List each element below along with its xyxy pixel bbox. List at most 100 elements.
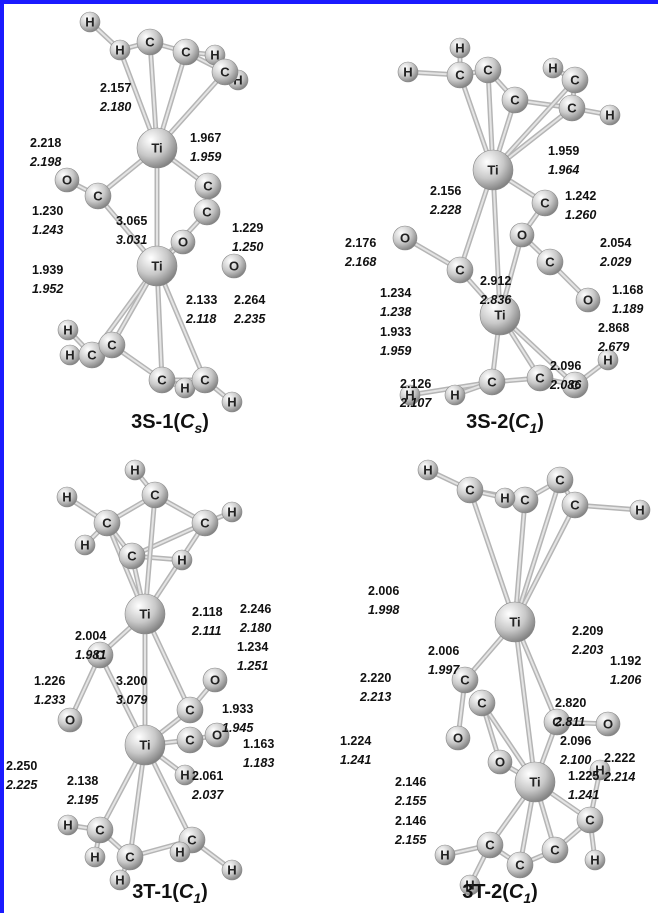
caption-close: ) [202, 411, 209, 433]
bond-length-alt: 2.100 [559, 753, 591, 767]
atom-label: C [540, 195, 550, 210]
caption-close: ) [201, 881, 208, 903]
bond-length-alt: 1.952 [32, 282, 63, 296]
atom-label: C [550, 842, 560, 857]
atom-label: C [460, 672, 470, 687]
bond-length-alt: 2.111 [191, 624, 221, 638]
atom-label: H [80, 537, 89, 552]
bond-length: 1.959 [548, 144, 579, 158]
bond-length: 3.200 [116, 674, 147, 688]
bond-length: 2.061 [192, 769, 223, 783]
caption: 3S-2(C1) [466, 411, 544, 436]
atom-label: H [90, 849, 99, 864]
bond-length-alt: 2.118 [185, 312, 216, 326]
bond-length-alt: 2.203 [571, 643, 603, 657]
atom-label: C [465, 482, 475, 497]
atom-label: C [102, 515, 112, 530]
atom-label: Ti [529, 774, 540, 789]
caption-subscript: s [194, 420, 202, 436]
atom-label: C [185, 702, 195, 717]
atom-label: O [178, 234, 188, 249]
caption-symmetry: C [179, 881, 194, 903]
atom-label: C [455, 262, 465, 277]
atom-label: Ti [494, 307, 505, 322]
atom-label: C [127, 548, 137, 563]
bond-length-alt: 1.233 [34, 693, 65, 707]
bond-length: 2.126 [400, 377, 431, 391]
atom-label: C [535, 370, 545, 385]
atom-label: C [202, 204, 212, 219]
atom-label: C [570, 497, 580, 512]
atom-label: C [483, 62, 493, 77]
atom-label: H [63, 322, 72, 337]
atom-label: C [187, 832, 197, 847]
atom-label: C [545, 254, 555, 269]
structure-panel: HHCHCCHCHTiCOCOTiCOHHCHCCHHH2.1182.1112.… [5, 460, 274, 906]
atom-label: C [515, 857, 525, 872]
bond-length-alt: 3.031 [116, 233, 147, 247]
atom-label: O [495, 754, 505, 769]
atom-label: C [200, 372, 210, 387]
atom-label: H [177, 552, 186, 567]
bond-length: 1.192 [610, 654, 641, 668]
caption-name: 3T-1( [132, 881, 179, 903]
atom-label: H [227, 862, 236, 877]
atom-label: O [517, 227, 527, 242]
bond-length: 2.146 [395, 775, 426, 789]
bond-length: 2.156 [430, 184, 461, 198]
bond-length: 2.006 [368, 584, 399, 598]
bond-length: 2.118 [192, 605, 223, 619]
bond-length: 2.220 [360, 671, 391, 685]
bond-length-alt: 2.213 [359, 690, 391, 704]
bond-length-alt: 1.964 [548, 163, 579, 177]
atom-label: C [95, 822, 105, 837]
bond-length: 2.218 [30, 136, 61, 150]
atom-label: O [62, 172, 72, 187]
bond-length-alt: 2.811 [554, 715, 585, 729]
bond-length: 1.163 [243, 737, 274, 751]
bond-length: 1.939 [32, 263, 63, 277]
atom-label: O [583, 292, 593, 307]
atom-label: C [145, 34, 155, 49]
atom-label: O [453, 730, 463, 745]
caption-symmetry: C [509, 881, 524, 903]
bond-length-alt: 2.086 [549, 378, 582, 392]
atom-label: C [220, 64, 230, 79]
atom-label: H [62, 489, 71, 504]
bond-length-alt: 1.183 [243, 756, 274, 770]
atom-label: Ti [487, 162, 498, 177]
bond-length-alt: 2.225 [5, 778, 38, 792]
bond-length-alt: 1.260 [565, 208, 596, 222]
bond-length: 2.222 [604, 751, 635, 765]
atom-label: C [487, 374, 497, 389]
bond-length-alt: 2.168 [344, 255, 376, 269]
bond-length-alt: 2.228 [429, 203, 461, 217]
atom-label: C [567, 100, 577, 115]
bond-length-alt: 2.155 [394, 833, 427, 847]
caption-subscript: 1 [529, 420, 537, 436]
caption-name: 3T-2( [462, 881, 509, 903]
bond-length: 1.229 [232, 221, 263, 235]
bond-length: 2.157 [100, 81, 131, 95]
atom-label: H [180, 767, 189, 782]
bond-length-alt: 1.243 [32, 223, 63, 237]
atom-label: H [548, 60, 557, 75]
bond-length: 1.234 [380, 286, 411, 300]
atom-label: C [570, 72, 580, 87]
caption-close: ) [531, 881, 538, 903]
atom-label: Ti [509, 614, 520, 629]
caption-subscript: 1 [523, 890, 531, 906]
atom-label: O [400, 230, 410, 245]
atom-label: C [125, 849, 135, 864]
atom-label: C [555, 472, 565, 487]
figure: HHCCHHCTiOCCCOOTiHHCCCHHC2.1572.1802.218… [0, 0, 658, 913]
bond-length: 1.933 [222, 702, 253, 716]
caption-name: 3S-2( [466, 411, 515, 433]
bond-length: 2.246 [240, 602, 271, 616]
atom-label: H [63, 817, 72, 832]
bond-length-alt: 2.214 [603, 770, 635, 784]
atom-label: Ti [139, 737, 150, 752]
atom-label: C [87, 347, 97, 362]
atom-label: C [455, 67, 465, 82]
atom-label: H [603, 352, 612, 367]
